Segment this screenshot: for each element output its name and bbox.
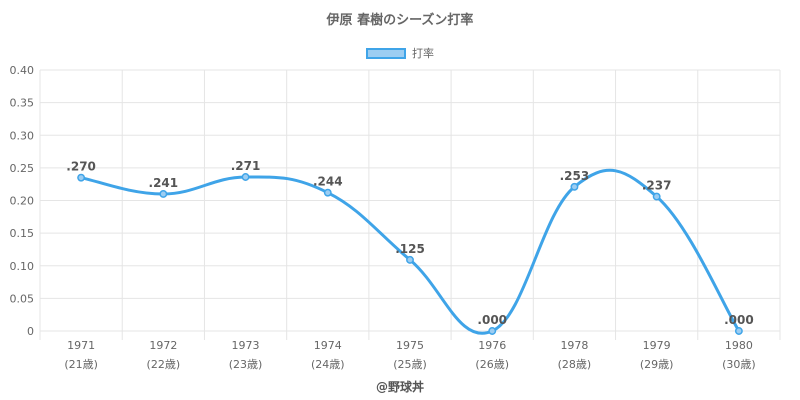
- x-tick-label: 1971: [67, 339, 95, 352]
- credit-text: @野球丼: [375, 380, 424, 394]
- series-line: [80, 168, 741, 335]
- legend[interactable]: 打率: [0, 45, 800, 61]
- y-tick-label: 0.40: [10, 64, 35, 77]
- data-point: [77, 173, 86, 182]
- x-tick-label: 1980: [725, 339, 753, 352]
- x-tick-age-label: (22歳): [147, 358, 181, 371]
- x-tick-age-label: (25歳): [393, 358, 427, 371]
- y-tick-label: 0: [27, 325, 34, 338]
- y-tick-label: 0.25: [10, 162, 35, 175]
- data-point: [241, 173, 250, 181]
- y-tick-label: 0.20: [10, 195, 35, 208]
- x-tick-age-label: (23歳): [229, 358, 263, 371]
- x-tick-label: 1979: [643, 339, 671, 352]
- x-tick-label: 1978: [560, 339, 588, 352]
- data-point: [323, 188, 332, 197]
- data-point: [488, 327, 497, 335]
- x-tick-age-label: (26歳): [475, 358, 509, 371]
- y-tick-label: 0.05: [10, 292, 35, 305]
- y-tick-label: 0.35: [10, 97, 35, 110]
- data-label: .270: [66, 160, 96, 174]
- data-label: .241: [149, 176, 179, 190]
- data-point: [652, 192, 661, 201]
- data-label: .000: [724, 313, 754, 327]
- x-tick-label: 1974: [314, 339, 342, 352]
- x-tick-label: 1975: [396, 339, 424, 352]
- data-label: .271: [231, 159, 261, 173]
- y-tick-label: 0.15: [10, 227, 35, 240]
- x-tick-age-label: (28歳): [558, 358, 592, 371]
- data-point: [159, 190, 168, 198]
- y-tick-label: 0.30: [10, 129, 35, 142]
- x-tick-age-label: (30歳): [722, 358, 756, 371]
- x-tick-age-label: (21歳): [64, 358, 98, 371]
- data-label: .253: [560, 169, 590, 183]
- data-label: .244: [313, 175, 343, 189]
- x-tick-label: 1973: [232, 339, 260, 352]
- x-tick-label: 1976: [478, 339, 506, 352]
- data-label: .000: [477, 313, 507, 327]
- data-point: [734, 327, 743, 335]
- legend-swatch: [366, 47, 406, 59]
- y-tick-label: 0.10: [10, 260, 35, 273]
- legend-label: 打率: [412, 47, 434, 60]
- x-tick-age-label: (24歳): [311, 358, 345, 371]
- x-tick-age-label: (29歳): [640, 358, 674, 371]
- data-point: [406, 255, 414, 264]
- x-tick-label: 1972: [149, 339, 177, 352]
- data-point: [570, 182, 579, 191]
- data-label: .125: [395, 242, 425, 256]
- data-label: .237: [642, 179, 672, 193]
- chart-title: 伊原 春樹のシーズン打率: [326, 13, 474, 28]
